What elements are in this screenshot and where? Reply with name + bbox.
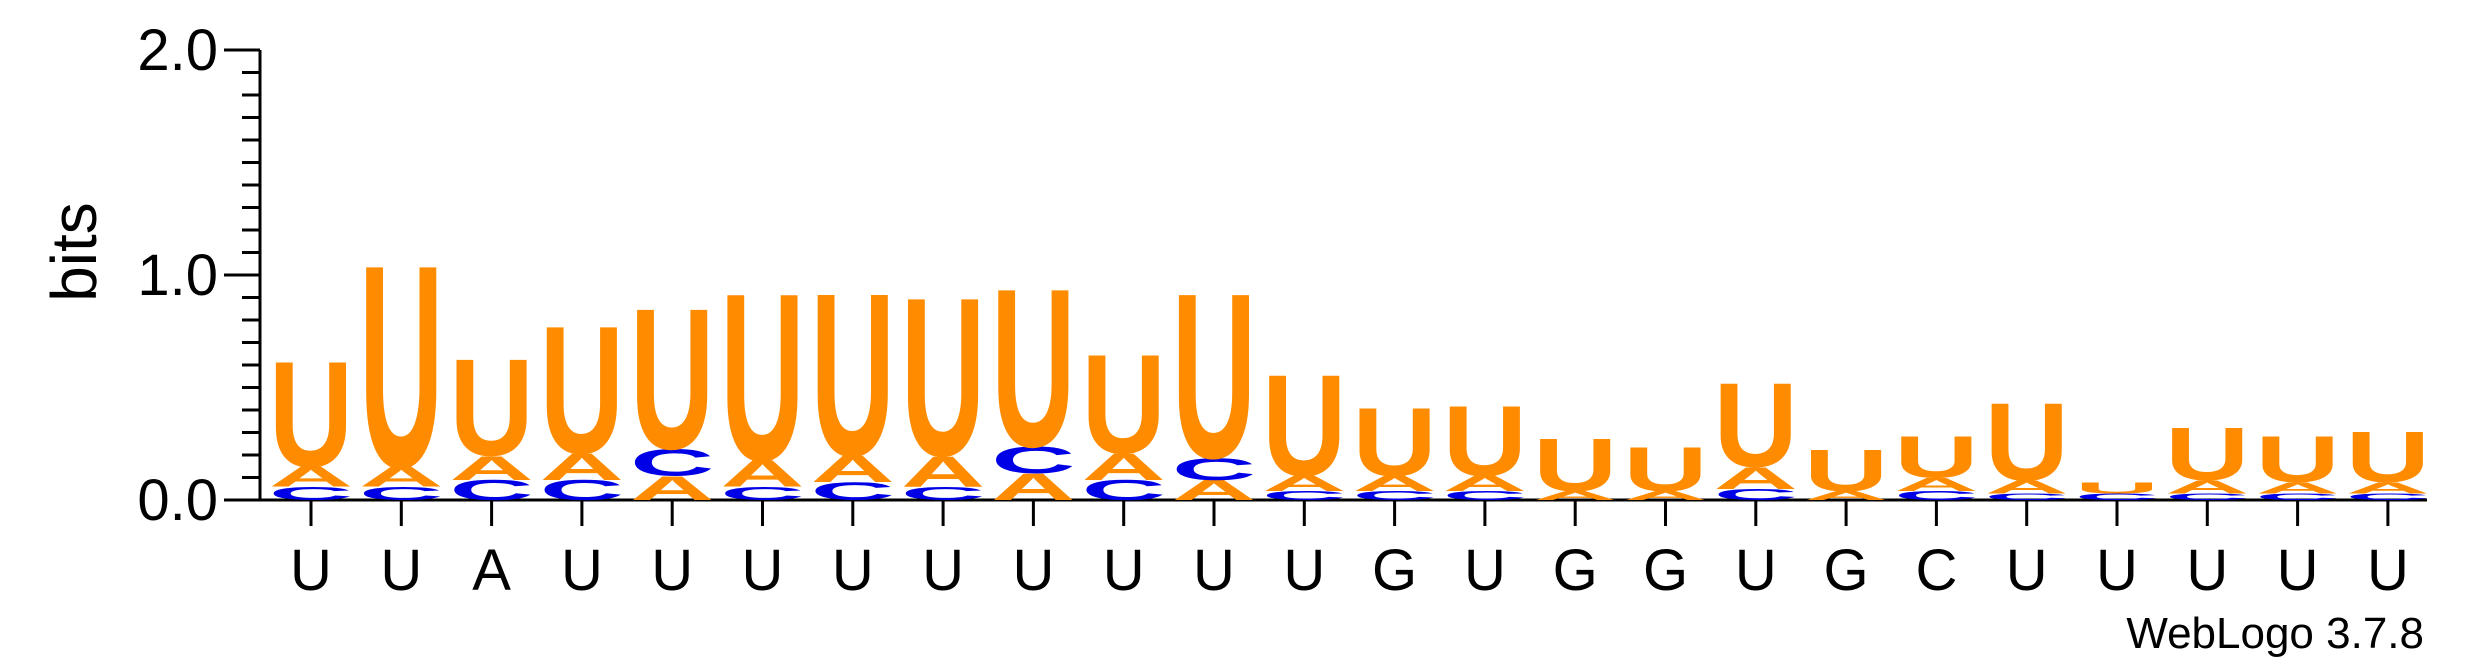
x-tick-label: C [1915, 538, 1957, 603]
y-tick-label: 2.0 [137, 18, 218, 83]
logo-glyph-u: U [1082, 326, 1166, 483]
weblogo-version-label: WebLogo 3.7.8 [2126, 609, 2424, 658]
logo-glyph-u: U [2255, 423, 2339, 497]
x-tick-label: G [1553, 538, 1598, 603]
logo-glyph-a: A [1352, 471, 1436, 496]
logo-glyph-a: A [1894, 474, 1978, 495]
logo-glyph-a: A [2255, 479, 2339, 497]
x-tick-label: G [1643, 538, 1688, 603]
logo-glyph-u: U [449, 331, 533, 486]
logo-glyph-u: U [1172, 246, 1256, 508]
logo-glyph-a: A [1443, 471, 1527, 496]
logo-glyph-c: C [2255, 491, 2339, 502]
x-tick-label: U [561, 538, 603, 603]
logo-glyph-u: U [901, 251, 985, 504]
logo-glyph-a: A [1804, 489, 1888, 503]
x-tick-label: U [832, 538, 874, 603]
logo-glyph-c: C [2075, 491, 2159, 502]
x-tick-label: U [1735, 538, 1777, 603]
logo-glyph-a: A [2165, 476, 2249, 497]
x-tick-label: U [2367, 538, 2409, 603]
logo-glyph-a: A [1533, 489, 1617, 503]
x-tick-label: U [651, 538, 693, 603]
logo-glyph-c: C [1985, 491, 2069, 502]
logo-glyph-c: C [630, 442, 714, 484]
logo-glyph-u: U [811, 244, 895, 504]
logo-glyph-c: C [1714, 486, 1798, 504]
x-tick-label: U [1012, 538, 1054, 603]
x-tick-label: A [472, 538, 511, 603]
y-axis-ticks: 0.0 1.0 2.0 [137, 18, 260, 533]
x-tick-label: U [1103, 538, 1145, 603]
x-tick-label: U [922, 538, 964, 603]
x-tick-label: U [1283, 538, 1325, 603]
y-axis-label: bits [38, 202, 110, 302]
logo-glyph-u: U [630, 266, 714, 491]
logo-glyph-c: C [2346, 491, 2430, 502]
logo-glyph-u: U [1985, 381, 2069, 504]
logo-glyph-c: C [1352, 489, 1436, 503]
logo-glyph-a: A [269, 461, 353, 493]
logo-glyph-c: C [1172, 452, 1256, 487]
logo-glyph-u: U [1894, 423, 1978, 490]
logo-glyph-a: A [449, 449, 533, 488]
logo-glyph-u: U [1262, 344, 1346, 506]
logo-glyph-c: C [359, 483, 443, 504]
x-tick-label: U [380, 538, 422, 603]
logo-glyph-a: A [1623, 489, 1707, 503]
x-tick-label: U [290, 538, 332, 603]
x-tick-label: U [2186, 538, 2228, 603]
logo-glyph-c: C [720, 483, 804, 504]
logo-glyph-a: A [359, 461, 443, 493]
logo-glyph-u: U [1714, 359, 1798, 493]
logo-glyph-a: A [540, 446, 624, 488]
logo-glyph-u: U [540, 288, 624, 492]
x-tick-label: U [1193, 538, 1235, 603]
x-tick-label: U [742, 538, 784, 603]
logo-glyph-u: U [1623, 434, 1707, 504]
logo-glyph-u: U [2346, 416, 2430, 497]
x-tick-label: G [1372, 538, 1417, 603]
logo-glyph-a: A [1262, 471, 1346, 496]
x-tick-label: U [2006, 538, 2048, 603]
logo-glyph-c: C [2165, 491, 2249, 502]
logo-glyph-a: A [811, 449, 895, 491]
logo-glyph-a: A [1985, 476, 2069, 497]
logo-glyph-u: U [1533, 423, 1617, 507]
x-tick-label: G [1824, 538, 1869, 603]
y-tick-label: 0.0 [137, 468, 218, 533]
logo-glyph-c: C [1443, 489, 1527, 503]
logo-glyph-a: A [1714, 461, 1798, 496]
y-tick-label: 1.0 [137, 243, 218, 308]
logo-glyph-u: U [2075, 479, 2159, 497]
logo-glyph-a: A [2346, 479, 2430, 497]
logo-glyph-u: U [1443, 385, 1527, 498]
logo-glyph-u: U [720, 243, 804, 510]
logo-glyph-a: A [720, 453, 804, 495]
x-tick-label: U [2277, 538, 2319, 603]
logo-glyph-a: A [901, 447, 985, 496]
logo-glyph-c: C [1894, 489, 1978, 503]
logo-glyph-c: C [901, 483, 985, 504]
logo-glyph-c: C [991, 440, 1075, 482]
logo-glyph-u: U [269, 330, 353, 499]
logo-glyph-u: U [1352, 387, 1436, 496]
logo-glyph-u: U [1804, 437, 1888, 504]
logo-glyph-u: U [359, 204, 443, 528]
logo-glyph-c: C [269, 483, 353, 504]
logo-glyph-u: U [991, 242, 1075, 495]
x-tick-label: U [1464, 538, 1506, 603]
logo-glyph-a: A [1082, 446, 1166, 488]
x-tick-label: U [2096, 538, 2138, 603]
logo-glyph-c: C [1262, 489, 1346, 503]
logo-glyph-u: U [2165, 411, 2249, 495]
